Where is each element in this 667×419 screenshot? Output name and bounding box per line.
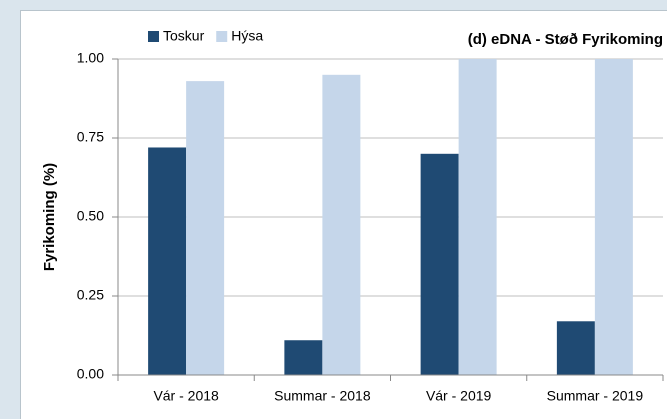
bar	[322, 74, 361, 376]
bar	[420, 153, 459, 375]
y-tick-label: 0.25	[77, 287, 104, 303]
bar	[594, 59, 633, 375]
y-tick-label: 0.00	[77, 366, 104, 382]
bar	[458, 59, 497, 375]
bar	[148, 147, 187, 375]
legend-label: Toskur	[163, 28, 205, 44]
legend-swatch	[216, 31, 228, 42]
chart-title: (d) eDNA - Støð Fyrikoming	[468, 31, 663, 48]
bar	[556, 321, 595, 375]
legend-label: Hýsa	[231, 28, 263, 44]
x-tick-label: Summar - 2018	[274, 388, 371, 404]
x-tick-label: Summar - 2019	[547, 388, 644, 404]
y-tick-label: 0.75	[77, 129, 104, 145]
x-tick-label: Vár - 2019	[426, 388, 492, 404]
y-axis-label: Fyrikoming (%)	[41, 163, 58, 271]
bar	[186, 81, 225, 376]
bar	[284, 340, 323, 375]
legend-swatch	[148, 31, 159, 42]
y-tick-label: 0.50	[77, 208, 104, 224]
y-tick-label: 1.00	[77, 50, 104, 66]
x-tick-label: Vár - 2018	[153, 388, 219, 404]
